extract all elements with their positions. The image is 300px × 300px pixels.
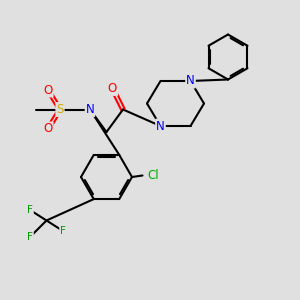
Text: N: N <box>156 119 165 133</box>
Text: O: O <box>44 122 52 136</box>
Text: F: F <box>60 226 66 236</box>
Text: F: F <box>27 205 33 215</box>
Text: O: O <box>108 82 117 95</box>
Text: O: O <box>44 83 52 97</box>
Text: Cl: Cl <box>147 169 159 182</box>
Text: S: S <box>56 103 64 116</box>
Text: N: N <box>186 74 195 88</box>
Text: F: F <box>27 232 33 242</box>
Text: N: N <box>85 103 94 116</box>
